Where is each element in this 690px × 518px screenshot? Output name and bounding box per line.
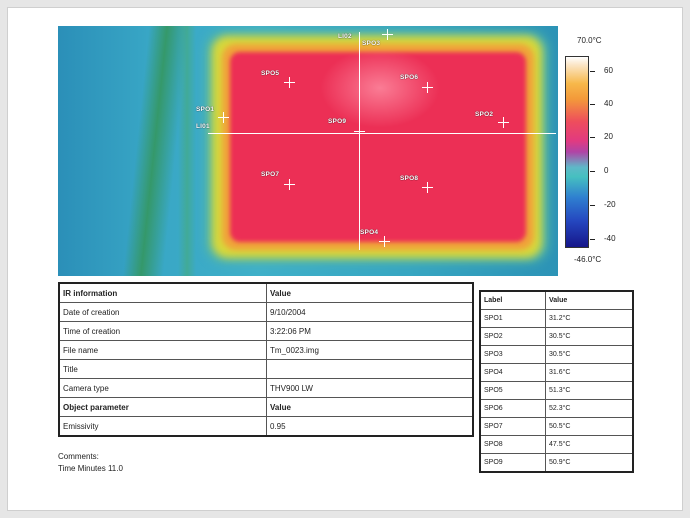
table-cell-value: 31.6°C: [545, 363, 634, 382]
table-cell-value: 3:22:06 PM: [266, 321, 474, 341]
table-cell-label: Emissivity: [58, 416, 267, 437]
table-cell-label: SPO4: [479, 363, 546, 382]
marker-label-spo6: SPO6: [400, 74, 419, 81]
table-row: File name Tm_0023.img: [58, 340, 474, 360]
marker-label-spo9: SPO9: [328, 118, 347, 125]
table-cell-value: [266, 359, 474, 379]
table-cell-label: SPO6: [479, 399, 546, 418]
table-cell-value: 47.5°C: [545, 435, 634, 454]
marker-label-li02: LI02: [338, 33, 352, 40]
table-cell-value: 30.5°C: [545, 327, 634, 346]
crosshair-spo5[interactable]: [284, 77, 295, 88]
scale-tick: [590, 239, 595, 240]
table-cell-value: 51.3°C: [545, 381, 634, 400]
heat-glow: [320, 48, 440, 128]
table-cell-value: 52.3°C: [545, 399, 634, 418]
table-cell-value: 0.95: [266, 416, 474, 437]
scale-tick: [590, 104, 595, 105]
table-row: SPO2 30.5°C: [479, 327, 634, 346]
table-cell-label: Title: [58, 359, 267, 379]
scale-tick-label: 40: [604, 99, 613, 108]
temperature-color-scale: [565, 56, 589, 248]
marker-label-spo2: SPO2: [475, 111, 494, 118]
table-cell-value: 50.5°C: [545, 417, 634, 436]
table-row: Camera type THV900 LW: [58, 378, 474, 398]
marker-label-spo5: SPO5: [261, 70, 280, 77]
table-row: Date of creation 9/10/2004: [58, 302, 474, 322]
background-gradient-band: [178, 26, 196, 276]
table-header-cell: Object parameter: [58, 397, 267, 417]
table-row: SPO4 31.6°C: [479, 363, 634, 382]
marker-label-spo8: SPO8: [400, 175, 419, 182]
table-cell-value: THV900 LW: [266, 378, 474, 398]
line-li02[interactable]: [359, 32, 360, 250]
crosshair-spo8[interactable]: [422, 182, 433, 193]
table-cell-value: Tm_0023.img: [266, 340, 474, 360]
table-row: SPO5 51.3°C: [479, 381, 634, 400]
table-cell-label: SPO3: [479, 345, 546, 364]
table-header-cell: Value: [266, 397, 474, 417]
crosshair-spo9[interactable]: [354, 126, 365, 137]
table-row: SPO9 50.9°C: [479, 453, 634, 473]
thermal-image[interactable]: LI02 SPO3 SPO5 SPO6 SPO1 LI01 SPO9 SPO2 …: [58, 26, 558, 276]
table-cell-value: 30.5°C: [545, 345, 634, 364]
comments-text: Time Minutes 11.0: [58, 464, 123, 473]
ir-information-table: IR information Value Date of creation 9/…: [58, 282, 474, 437]
scale-max-label: 70.0°C: [577, 36, 602, 45]
table-cell-label: SPO7: [479, 417, 546, 436]
scale-tick-label: 20: [604, 132, 613, 141]
table-cell-label: SPO2: [479, 327, 546, 346]
marker-label-spo7: SPO7: [261, 171, 280, 178]
table-cell-label: SPO9: [479, 453, 546, 473]
crosshair-spo2[interactable]: [498, 117, 509, 128]
table-cell-value: 50.9°C: [545, 453, 634, 473]
scale-tick: [590, 205, 595, 206]
table-cell-label: Date of creation: [58, 302, 267, 322]
crosshair-spo3[interactable]: [382, 29, 393, 40]
scale-tick: [590, 137, 595, 138]
table-cell-label: Time of creation: [58, 321, 267, 341]
table-row: SPO8 47.5°C: [479, 435, 634, 454]
table-row: SPO7 50.5°C: [479, 417, 634, 436]
table-header-cell: Value: [266, 282, 474, 303]
marker-label-spo1: SPO1: [196, 106, 215, 113]
scale-tick: [590, 71, 595, 72]
table-row: SPO3 30.5°C: [479, 345, 634, 364]
scale-tick: [590, 171, 595, 172]
table-header-cell: Label: [479, 290, 546, 310]
spot-values-table: Label Value SPO1 31.2°C SPO2 30.5°C SPO3…: [479, 290, 634, 473]
table-cell-label: SPO5: [479, 381, 546, 400]
table-row: Emissivity 0.95: [58, 416, 474, 437]
scale-tick-label: -40: [604, 234, 616, 243]
table-header-row: Label Value: [479, 290, 634, 310]
crosshair-spo1[interactable]: [218, 112, 229, 123]
table-header-cell: Value: [545, 290, 634, 310]
crosshair-spo7[interactable]: [284, 179, 295, 190]
scale-tick-label: 0: [604, 166, 609, 175]
table-cell-label: SPO8: [479, 435, 546, 454]
marker-label-li01: LI01: [196, 123, 210, 130]
marker-label-spo4: SPO4: [360, 229, 379, 236]
table-section-header-row: Object parameter Value: [58, 397, 474, 417]
scale-tick-label: -20: [604, 200, 616, 209]
table-cell-value: 31.2°C: [545, 309, 634, 328]
table-row: SPO1 31.2°C: [479, 309, 634, 328]
scale-min-label: -46.0°C: [574, 255, 602, 264]
table-header-cell: IR information: [58, 282, 267, 303]
crosshair-spo4[interactable]: [379, 236, 390, 247]
crosshair-spo6[interactable]: [422, 82, 433, 93]
table-cell-label: SPO1: [479, 309, 546, 328]
table-cell-label: Camera type: [58, 378, 267, 398]
table-row: Title: [58, 359, 474, 379]
comments-label: Comments:: [58, 452, 99, 461]
marker-label-spo3: SPO3: [362, 40, 381, 47]
table-cell-label: File name: [58, 340, 267, 360]
table-cell-value: 9/10/2004: [266, 302, 474, 322]
table-header-row: IR information Value: [58, 282, 474, 303]
scale-tick-label: 60: [604, 66, 613, 75]
table-row: SPO6 52.3°C: [479, 399, 634, 418]
line-li01[interactable]: [208, 133, 556, 134]
table-row: Time of creation 3:22:06 PM: [58, 321, 474, 341]
